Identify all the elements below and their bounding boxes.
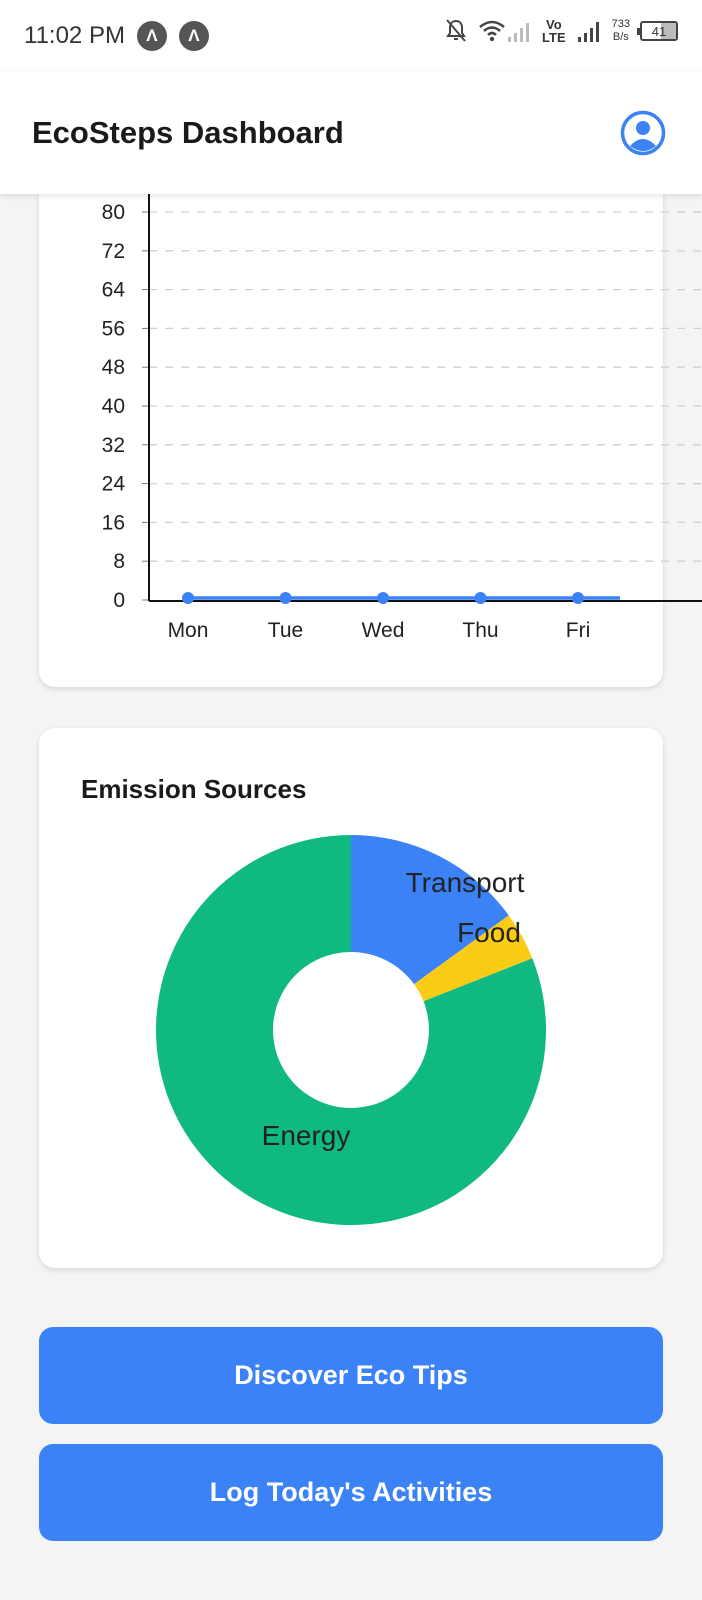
x-tick-label: Tue [268, 619, 303, 642]
app-notification-icon: Λ [136, 21, 167, 51]
status-time: 11:02 PM [24, 22, 125, 49]
discover-eco-tips-button[interactable]: Discover Eco Tips [39, 1327, 663, 1424]
notifications-muted-icon [446, 19, 466, 42]
y-tick-label: 72 [102, 240, 125, 263]
y-tick-label: 48 [102, 356, 125, 379]
profile-icon[interactable] [620, 110, 666, 156]
slice-label-energy: Energy [262, 1120, 351, 1151]
y-tick-label: 64 [102, 279, 126, 302]
y-tick-label: 24 [102, 473, 126, 496]
data-point [474, 592, 487, 604]
battery-level: 41 [651, 23, 667, 39]
x-tick-label: Mon [168, 619, 209, 642]
weekly-emissions-line-chart: 0 8 16 24 32 40 48 56 64 72 80 Mon Tue Wed Thu Fri [102, 150, 702, 642]
emission-sources-title: Emission Sources [81, 774, 307, 804]
data-point [279, 592, 292, 604]
data-point [377, 592, 389, 604]
network-speed-value: 733 [611, 18, 630, 30]
network-speed-unit: B/s [612, 31, 629, 43]
weekly-emissions-card: 0 8 16 24 32 40 48 56 64 72 80 Mon Tue Wed Thu Fri [39, 150, 702, 687]
x-tick-label: Thu [462, 619, 498, 642]
y-tick-label: 16 [102, 511, 125, 534]
app-header: EcoSteps Dashboard [0, 72, 702, 194]
volte-indicator: Vo LTE [542, 18, 566, 44]
data-point [182, 592, 194, 604]
x-tick-label: Wed [362, 619, 405, 642]
slice-energy [155, 835, 546, 1225]
data-point [572, 592, 584, 604]
y-tick-label: 80 [102, 201, 125, 224]
lte-label: LTE [542, 30, 566, 45]
wifi-signal-icon [479, 20, 530, 42]
status-bar: 11:02 PM Λ Λ Vo LTE 733 [0, 0, 702, 72]
cell-signal-icon [577, 22, 599, 42]
x-tick-label: Fri [566, 619, 591, 642]
emission-sources-donut-chart: Transport Food Energy [155, 835, 546, 1225]
y-tick-label: 0 [113, 589, 125, 612]
slice-label-transport: Transport [406, 867, 525, 898]
slice-transport [351, 835, 509, 985]
emission-sources-card: Emission Sources Transport Food Energy [39, 728, 663, 1268]
battery-icon: 41 [637, 21, 678, 41]
log-activities-button[interactable]: Log Today's Activities [39, 1444, 663, 1541]
slice-food [414, 915, 533, 1002]
slice-label-food: Food [457, 917, 521, 948]
y-tick-label: 8 [113, 550, 125, 573]
page-title: EcoSteps Dashboard [32, 115, 344, 150]
y-tick-label: 32 [102, 434, 125, 457]
app-notification-icon: Λ [178, 21, 209, 51]
network-speed: 733 B/s [612, 18, 630, 44]
y-tick-label: 40 [102, 395, 125, 418]
status-indicators: Vo LTE 733 B/s 41 [444, 18, 678, 44]
y-tick-label: 56 [102, 317, 125, 340]
volte-label: Vo [546, 17, 562, 32]
